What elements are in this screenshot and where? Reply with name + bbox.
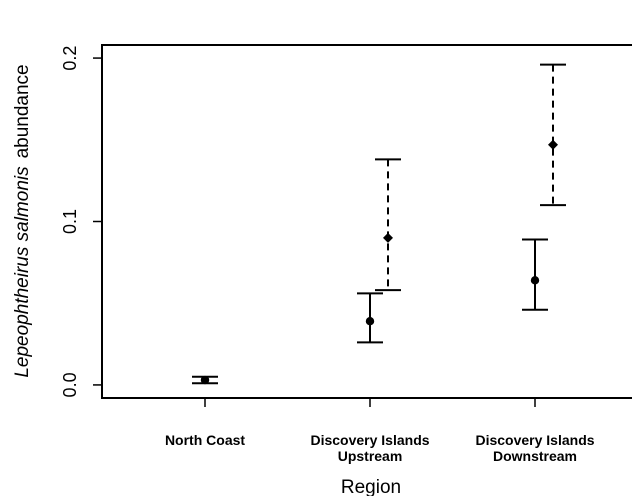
- plot-frame: [101, 44, 632, 399]
- data-marks: [192, 63, 566, 385]
- x-tick-label-line2: Downstream: [493, 448, 577, 464]
- y-tick-label: 0.1: [60, 209, 80, 234]
- x-axis-label: Region: [341, 477, 401, 496]
- y-axis-label: Lepeophtheirus salmonis abundance: [12, 64, 33, 377]
- data-point-circle: [530, 276, 540, 285]
- data-point-circle: [365, 316, 375, 326]
- data-point-diamond: [548, 139, 558, 150]
- y-axis-label-italic: Lepeophtheirus salmonis: [12, 166, 33, 378]
- x-tick-label: Discovery Islands: [310, 432, 429, 448]
- data-point-diamond: [383, 232, 393, 243]
- y-axis: 0.0 0.1 0.2: [60, 46, 102, 397]
- y-axis-label-plain: abundance: [12, 64, 33, 158]
- x-tick-label-line2: Upstream: [338, 448, 403, 464]
- data-point-circle: [200, 375, 210, 385]
- x-tick-label: North Coast: [165, 432, 245, 448]
- y-tick-label: 0.0: [60, 372, 80, 397]
- x-tick-label: Discovery Islands: [475, 432, 594, 448]
- y-tick-label: 0.2: [60, 46, 80, 71]
- x-axis: North Coast Discovery IslandsUpstreamDisc…: [165, 398, 595, 464]
